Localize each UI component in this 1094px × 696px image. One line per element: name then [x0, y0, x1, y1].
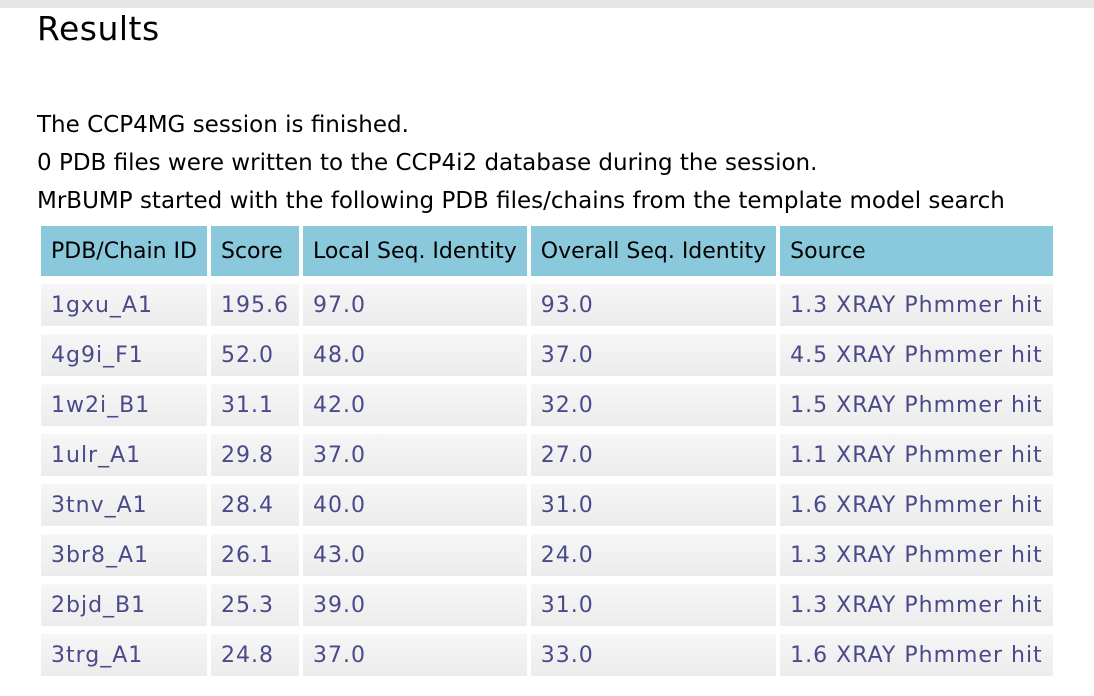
table-row: 4g9i_F1 52.0 48.0 37.0 4.5 XRAY Phmmer h…: [41, 334, 1053, 384]
cell-score: 28.4: [210, 484, 299, 534]
cell-local-seq-identity: 37.0: [302, 634, 527, 684]
cell-source: 4.5 XRAY Phmmer hit: [780, 334, 1053, 384]
cell-source: 1.1 XRAY Phmmer hit: [780, 434, 1053, 484]
mrbump-intro-message: MrBUMP started with the following PDB fi…: [37, 188, 1005, 214]
cell-pdb-chain-id: 1gxu_A1: [41, 284, 207, 334]
header-local-seq-identity: Local Seq. Identity: [302, 226, 527, 284]
top-divider: [0, 0, 1094, 8]
table-row: 1w2i_B1 31.1 42.0 32.0 1.5 XRAY Phmmer h…: [41, 384, 1053, 434]
table-row: 1gxu_A1 195.6 97.0 93.0 1.3 XRAY Phmmer …: [41, 284, 1053, 334]
cell-pdb-chain-id: 1ulr_A1: [41, 434, 207, 484]
cell-score: 26.1: [210, 534, 299, 584]
cell-score: 29.8: [210, 434, 299, 484]
cell-pdb-chain-id: 2bjd_B1: [41, 584, 207, 634]
cell-overall-seq-identity: 27.0: [530, 434, 777, 484]
cell-source: 1.3 XRAY Phmmer hit: [780, 534, 1053, 584]
cell-source: 1.6 XRAY Phmmer hit: [780, 634, 1053, 684]
page-title: Results: [37, 9, 160, 48]
cell-local-seq-identity: 48.0: [302, 334, 527, 384]
cell-source: 1.3 XRAY Phmmer hit: [780, 284, 1053, 334]
header-overall-seq-identity: Overall Seq. Identity: [530, 226, 777, 284]
header-pdb-chain-id: PDB/Chain ID: [41, 226, 207, 284]
table-row: 3tnv_A1 28.4 40.0 31.0 1.6 XRAY Phmmer h…: [41, 484, 1053, 534]
cell-overall-seq-identity: 37.0: [530, 334, 777, 384]
cell-local-seq-identity: 43.0: [302, 534, 527, 584]
cell-score: 24.8: [210, 634, 299, 684]
cell-score: 31.1: [210, 384, 299, 434]
cell-overall-seq-identity: 32.0: [530, 384, 777, 434]
table-row: 1ulr_A1 29.8 37.0 27.0 1.1 XRAY Phmmer h…: [41, 434, 1053, 484]
table-header-row: PDB/Chain ID Score Local Seq. Identity O…: [41, 226, 1053, 284]
table-row: 3br8_A1 26.1 43.0 24.0 1.3 XRAY Phmmer h…: [41, 534, 1053, 584]
cell-score: 195.6: [210, 284, 299, 334]
results-table: PDB/Chain ID Score Local Seq. Identity O…: [37, 226, 1057, 684]
cell-overall-seq-identity: 24.0: [530, 534, 777, 584]
header-source: Source: [780, 226, 1053, 284]
cell-pdb-chain-id: 1w2i_B1: [41, 384, 207, 434]
cell-pdb-chain-id: 3trg_A1: [41, 634, 207, 684]
cell-source: 1.6 XRAY Phmmer hit: [780, 484, 1053, 534]
session-finished-message: The CCP4MG session is finished.: [37, 112, 409, 138]
cell-overall-seq-identity: 33.0: [530, 634, 777, 684]
cell-overall-seq-identity: 93.0: [530, 284, 777, 334]
cell-local-seq-identity: 42.0: [302, 384, 527, 434]
cell-score: 25.3: [210, 584, 299, 634]
cell-local-seq-identity: 39.0: [302, 584, 527, 634]
cell-local-seq-identity: 40.0: [302, 484, 527, 534]
table-row: 2bjd_B1 25.3 39.0 31.0 1.3 XRAY Phmmer h…: [41, 584, 1053, 634]
cell-score: 52.0: [210, 334, 299, 384]
cell-source: 1.5 XRAY Phmmer hit: [780, 384, 1053, 434]
cell-source: 1.3 XRAY Phmmer hit: [780, 584, 1053, 634]
cell-pdb-chain-id: 3br8_A1: [41, 534, 207, 584]
cell-pdb-chain-id: 3tnv_A1: [41, 484, 207, 534]
cell-overall-seq-identity: 31.0: [530, 484, 777, 534]
header-score: Score: [210, 226, 299, 284]
cell-local-seq-identity: 37.0: [302, 434, 527, 484]
cell-local-seq-identity: 97.0: [302, 284, 527, 334]
table-row: 3trg_A1 24.8 37.0 33.0 1.6 XRAY Phmmer h…: [41, 634, 1053, 684]
cell-overall-seq-identity: 31.0: [530, 584, 777, 634]
cell-pdb-chain-id: 4g9i_F1: [41, 334, 207, 384]
pdb-written-message: 0 PDB files were written to the CCP4i2 d…: [37, 150, 818, 176]
